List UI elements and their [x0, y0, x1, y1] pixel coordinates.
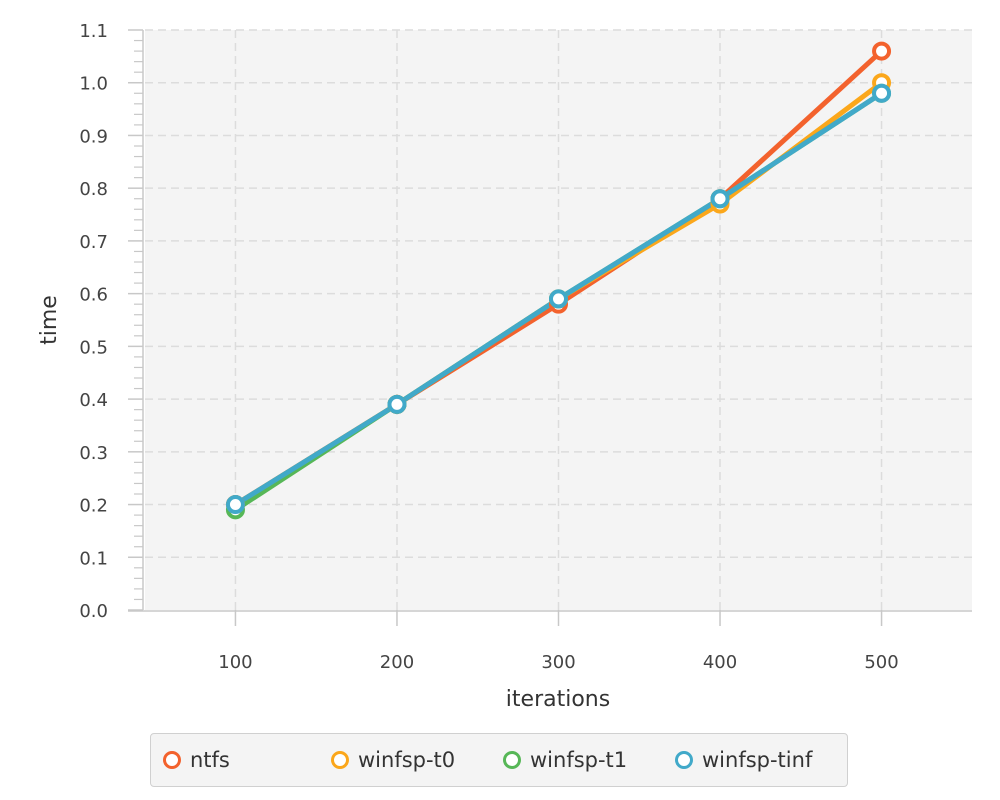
y-tick-label: 0.4 [79, 390, 108, 411]
data-point-ntfs [872, 41, 892, 61]
legend-label: winfsp-t1 [530, 748, 628, 772]
x-tick-label: 500 [864, 652, 898, 673]
legend: ntfs winfsp-t0 winfsp-t1 winfsp-tinf [150, 733, 848, 787]
legend-item-winfsp-t1: winfsp-t1 [503, 748, 627, 772]
y-tick-label: 0.9 [79, 126, 108, 147]
legend-symbol [503, 751, 521, 769]
x-tick-label: 200 [380, 652, 414, 673]
legend-symbol [331, 751, 349, 769]
x-tick-label: 400 [703, 652, 737, 673]
y-tick-label: 0.2 [79, 496, 108, 517]
data-point-winfsp-tinf [387, 394, 407, 414]
y-tick-label: 0.0 [79, 601, 108, 622]
y-tick-label: 0.8 [79, 179, 108, 200]
axes: 0.0 0.1 0.2 0.3 0.4 0.5 0.6 0.7 0.8 0.9 1.0 1.1 100 2… [79, 21, 972, 673]
data-point-winfsp-tinf [710, 189, 730, 209]
series-group [225, 41, 892, 520]
legend-item-winfsp-tinf: winfsp-tinf [675, 748, 812, 772]
y-tick-label: 0.3 [79, 443, 108, 464]
data-point-winfsp-tinf [549, 289, 568, 309]
legend-label: winfsp-t0 [358, 748, 456, 772]
data-point-winfsp-tinf [225, 495, 245, 515]
legend-item-ntfs: ntfs [163, 748, 230, 772]
legend-label: winfsp-tinf [702, 748, 813, 772]
y-tick-label: 1.0 [79, 74, 108, 95]
x-tick-label: 100 [218, 652, 252, 673]
legend-symbol [163, 751, 181, 769]
y-tick-label: 0.1 [79, 548, 108, 569]
legend-symbol [675, 751, 693, 769]
data-point-winfsp-tinf [872, 83, 892, 103]
y-tick-label: 1.1 [79, 21, 108, 42]
legend-label: ntfs [190, 748, 230, 772]
x-tick-label: 300 [541, 652, 575, 673]
y-tick-label: 0.6 [79, 285, 108, 306]
x-axis-label: iterations [506, 687, 610, 712]
y-tick-label: 0.5 [79, 337, 108, 358]
y-axis-label: time [37, 295, 62, 345]
y-tick-label: 0.7 [79, 232, 108, 253]
legend-item-winfsp-t0: winfsp-t0 [331, 748, 455, 772]
